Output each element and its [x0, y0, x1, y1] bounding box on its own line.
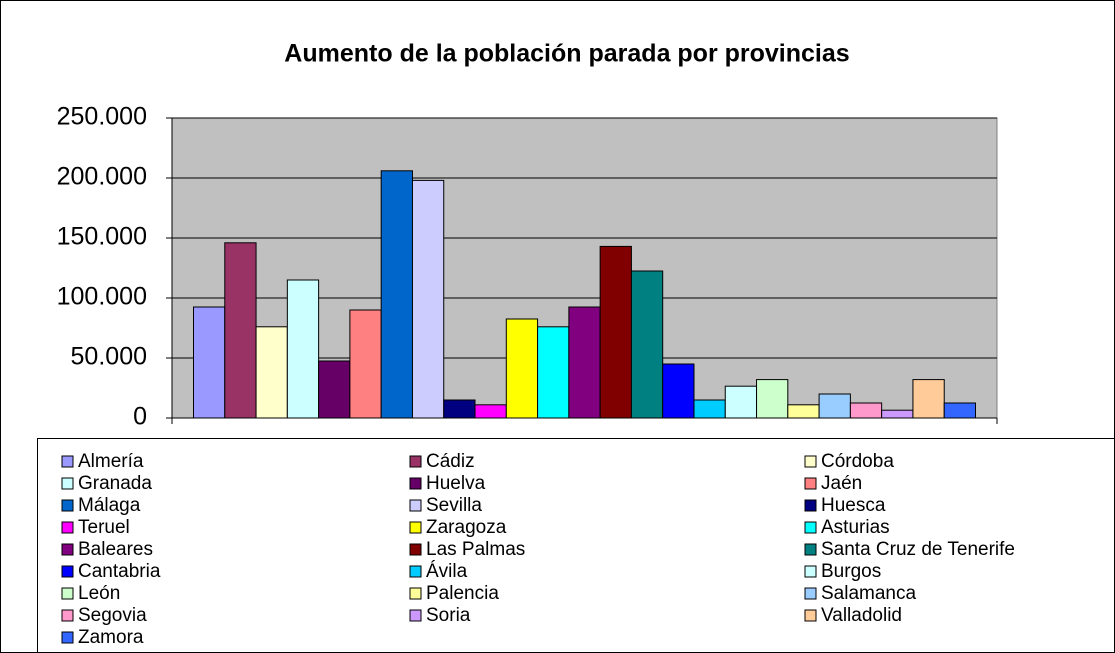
legend-swatch	[409, 609, 422, 622]
legend-label: Soria	[426, 605, 471, 626]
bar	[662, 363, 695, 419]
chart-title: Aumento de la población parada por provi…	[284, 40, 849, 68]
bar	[756, 379, 789, 419]
legend-swatch	[409, 455, 422, 468]
legend-swatch	[804, 543, 817, 556]
legend-swatch	[409, 499, 422, 512]
legend-label: Almería	[78, 451, 144, 472]
legend-label: Salamanca	[821, 583, 916, 604]
bar	[568, 306, 601, 419]
legend-label: Las Palmas	[426, 539, 525, 560]
legend-swatch	[61, 543, 74, 556]
bar	[193, 306, 226, 419]
legend-label: Zaragoza	[426, 517, 507, 538]
bar	[818, 393, 851, 419]
legend-swatch	[61, 609, 74, 622]
legend-swatch	[61, 499, 74, 512]
bar	[912, 379, 945, 419]
legend-swatch	[804, 455, 817, 468]
bar	[349, 309, 382, 419]
legend-label: Zamora	[78, 627, 144, 648]
bar	[787, 404, 820, 419]
legend-label: Málaga	[78, 495, 141, 516]
legend-swatch	[61, 455, 74, 468]
legend-label: Segovia	[78, 605, 147, 626]
legend-swatch	[804, 477, 817, 490]
bar	[224, 242, 257, 419]
legend-label: Granada	[78, 473, 152, 494]
legend-label: Ávila	[426, 561, 468, 582]
y-tick-label: 100.000	[57, 283, 147, 311]
y-tick-label: 150.000	[57, 223, 147, 251]
y-tick-label: 50.000	[71, 343, 147, 371]
legend-label: Cantabria	[78, 561, 161, 582]
legend-swatch	[61, 477, 74, 490]
legend-label: León	[78, 583, 120, 604]
bar	[599, 245, 632, 419]
bar	[411, 179, 445, 419]
legend-swatch	[804, 587, 817, 600]
legend-swatch	[804, 499, 817, 512]
legend-label: Valladolid	[821, 605, 902, 626]
legend-label: Asturias	[821, 517, 890, 538]
bar	[537, 326, 570, 419]
legend-swatch	[61, 565, 74, 578]
legend-swatch	[409, 565, 422, 578]
bar	[630, 270, 664, 419]
legend-swatch	[409, 521, 422, 534]
bar	[849, 402, 883, 419]
legend-label: Jaén	[821, 473, 862, 494]
bar	[318, 360, 351, 419]
legend-swatch	[804, 521, 817, 534]
legend-swatch	[409, 543, 422, 556]
bar	[881, 409, 914, 419]
legend-label: Teruel	[78, 517, 130, 538]
bar	[505, 318, 539, 419]
legend-label: Huelva	[426, 473, 486, 494]
y-tick-label: 200.000	[57, 163, 147, 191]
bar	[724, 385, 758, 419]
legend-swatch	[61, 587, 74, 600]
bar	[380, 170, 413, 419]
bar	[693, 399, 726, 419]
bar	[286, 279, 320, 419]
bar	[255, 326, 288, 419]
legend-label: Santa Cruz de Tenerife	[821, 539, 1015, 560]
bar	[474, 404, 507, 419]
legend-swatch	[409, 587, 422, 600]
legend-swatch	[61, 631, 74, 644]
legend-label: Burgos	[821, 561, 881, 582]
legend-label: Palencia	[426, 583, 499, 604]
y-tick-label: 0	[133, 403, 147, 431]
legend-swatch	[409, 477, 422, 490]
legend-box	[37, 438, 1115, 653]
legend-label: Córdoba	[821, 451, 894, 472]
legend-label: Sevilla	[426, 495, 482, 516]
legend-swatch	[804, 565, 817, 578]
bar	[943, 402, 976, 419]
legend-label: Baleares	[78, 539, 153, 560]
legend-label: Cádiz	[426, 451, 475, 472]
bar	[443, 399, 476, 419]
legend-label: Huesca	[821, 495, 886, 516]
legend-swatch	[61, 521, 74, 534]
y-tick-label: 250.000	[57, 103, 147, 131]
legend-swatch	[804, 609, 817, 622]
